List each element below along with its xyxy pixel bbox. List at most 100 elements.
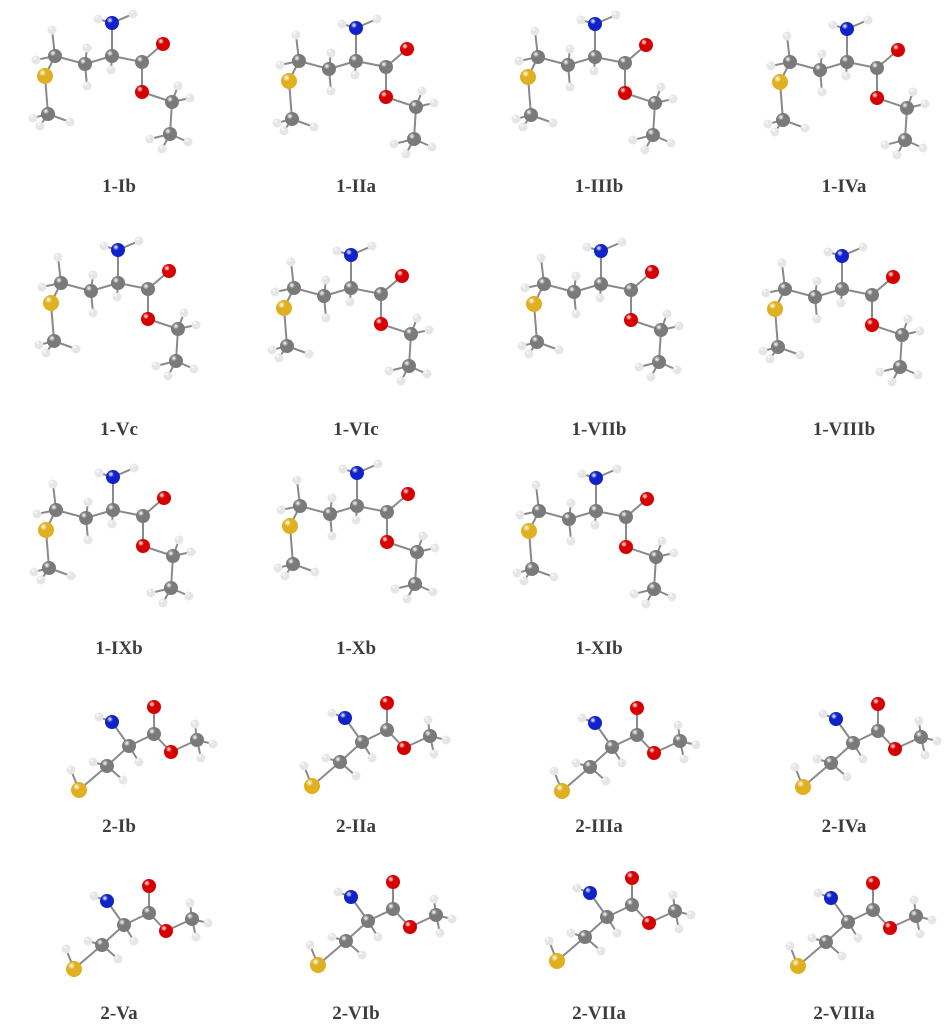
atom-C: [562, 512, 576, 526]
atom-C: [374, 287, 388, 301]
conformer-panel: 2-VIIa: [480, 845, 718, 1024]
atom-S: [795, 779, 811, 795]
atom-H: [785, 941, 795, 951]
atom-H: [908, 87, 918, 97]
atom-C: [909, 909, 923, 923]
atom-H: [666, 138, 676, 148]
atom-O: [142, 879, 156, 893]
molecule-structure: [511, 10, 678, 155]
atom-H: [518, 122, 528, 132]
atom-H: [691, 740, 701, 750]
atom-C: [100, 759, 114, 773]
atom-H: [203, 918, 213, 928]
atom-H: [853, 933, 863, 943]
atom-H: [571, 309, 581, 319]
molecule-structure: [28, 9, 195, 154]
atom-H: [628, 135, 638, 145]
atom-S: [521, 523, 537, 539]
atom-C: [588, 50, 602, 64]
atom-C: [524, 108, 538, 122]
atom-H: [299, 761, 309, 771]
conformer-panel: 1-VIIIb: [725, 205, 952, 450]
atom-H: [367, 241, 377, 251]
conformer-label: 2-Ib: [102, 816, 136, 837]
conformer-label: 2-VIIIa: [813, 1003, 875, 1024]
atom-H: [292, 475, 302, 485]
atom-C: [169, 354, 183, 368]
atom-H: [782, 31, 792, 41]
atom-H: [927, 915, 937, 925]
atom-S: [66, 961, 82, 977]
atom-H: [273, 563, 283, 573]
molecule-structure: [267, 241, 434, 386]
atom-C: [648, 96, 662, 110]
atom-H: [530, 26, 540, 36]
atom-C: [525, 562, 539, 576]
atom-O: [883, 921, 897, 935]
atom-H: [549, 572, 559, 582]
atom-H: [572, 883, 582, 893]
atom-C: [409, 100, 423, 114]
atom-N: [105, 715, 119, 729]
atom-S: [790, 958, 806, 974]
atom-H: [590, 520, 600, 530]
atom-H: [566, 498, 576, 508]
atom-H: [48, 479, 58, 489]
atom-H: [305, 940, 315, 950]
atom-S: [554, 783, 570, 799]
atom-C: [105, 49, 119, 63]
atom-C: [142, 906, 156, 920]
molecule-structure: [299, 696, 451, 794]
atom-H: [113, 954, 123, 964]
atom-C: [350, 499, 364, 513]
atom-H: [679, 754, 689, 764]
atom-N: [829, 712, 843, 726]
atom-S: [772, 74, 788, 90]
atom-C: [594, 277, 608, 291]
atom-H: [151, 361, 161, 371]
atom-H: [617, 237, 627, 247]
atom-O: [891, 43, 905, 57]
atom-H: [641, 599, 651, 609]
atom-H: [576, 15, 586, 25]
atom-C: [605, 740, 619, 754]
atom-C: [79, 511, 93, 525]
atom-O: [647, 746, 661, 760]
atom-H: [429, 98, 439, 108]
atom-H: [32, 509, 42, 519]
atom-H: [106, 65, 116, 75]
molecule-structure: [272, 14, 439, 159]
atom-H: [185, 898, 195, 908]
atom-N: [594, 244, 608, 258]
atom-N: [589, 471, 603, 485]
atom-C: [619, 510, 633, 524]
atom-C: [895, 328, 909, 342]
atom-O: [386, 875, 400, 889]
atom-H: [208, 739, 218, 749]
atom-H: [128, 9, 138, 19]
atom-H: [571, 758, 581, 768]
atom-H: [842, 772, 852, 782]
atom-C: [322, 62, 336, 76]
atom-H: [83, 936, 93, 946]
atom-H: [53, 252, 63, 262]
atom-H: [274, 353, 284, 363]
atom-C: [163, 127, 177, 141]
atom-H: [795, 350, 805, 360]
atom-O: [162, 264, 176, 278]
atom-O: [135, 85, 149, 99]
atom-H: [332, 246, 342, 256]
atom-O: [403, 920, 417, 934]
atom-C: [165, 95, 179, 109]
atom-S: [304, 778, 320, 794]
atom-C: [824, 756, 838, 770]
atom-H: [549, 766, 559, 776]
atom-O: [871, 697, 885, 711]
atom-N: [824, 891, 838, 905]
atom-H: [875, 367, 885, 377]
atom-H: [429, 894, 439, 904]
atom-O: [886, 270, 900, 284]
atom-H: [276, 505, 286, 515]
atom-C: [532, 504, 546, 518]
atom-H: [321, 275, 331, 285]
